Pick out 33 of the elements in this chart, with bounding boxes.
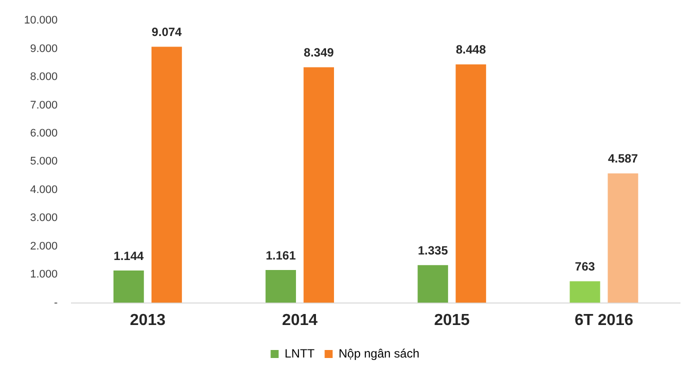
- bar: [304, 67, 334, 303]
- data-label: 1.335: [418, 243, 448, 258]
- data-label: 8.448: [456, 42, 486, 57]
- bar: [456, 64, 486, 303]
- data-label: 9.074: [152, 25, 182, 40]
- y-tick-label: 4.000: [30, 184, 58, 196]
- y-tick-label: 10.000: [24, 14, 58, 27]
- y-tick-label: 1.000: [30, 268, 58, 281]
- data-label: 8.349: [304, 46, 334, 60]
- bar: [266, 270, 296, 303]
- y-tick-label: 9.000: [30, 42, 58, 55]
- x-tick-label: 2013: [130, 312, 166, 329]
- x-tick-label: 2014: [282, 312, 318, 329]
- y-tick-label: 2.000: [30, 240, 58, 252]
- y-tick-label: -: [54, 296, 58, 309]
- legend-label: LNTT: [284, 346, 316, 360]
- data-label: 1.144: [114, 248, 144, 263]
- y-tick-label: 6.000: [30, 128, 58, 140]
- bar: [418, 265, 448, 303]
- data-label: 1.161: [266, 248, 296, 262]
- y-tick-label: 5.000: [30, 156, 58, 168]
- x-tick-label: 2015: [434, 312, 470, 329]
- y-tick-label: 3.000: [30, 212, 58, 224]
- x-tick-label: 6T 2016: [574, 312, 634, 329]
- y-tick-label: 8.000: [30, 71, 58, 84]
- y-tick-label: 7.000: [30, 99, 58, 112]
- legend-label: Nộp ngân sách: [338, 346, 420, 360]
- bar: [151, 46, 182, 303]
- bar: [608, 173, 638, 303]
- data-label: 763: [574, 260, 596, 274]
- bar: [113, 270, 144, 303]
- bar: [570, 281, 600, 303]
- data-label: 4.587: [608, 152, 638, 166]
